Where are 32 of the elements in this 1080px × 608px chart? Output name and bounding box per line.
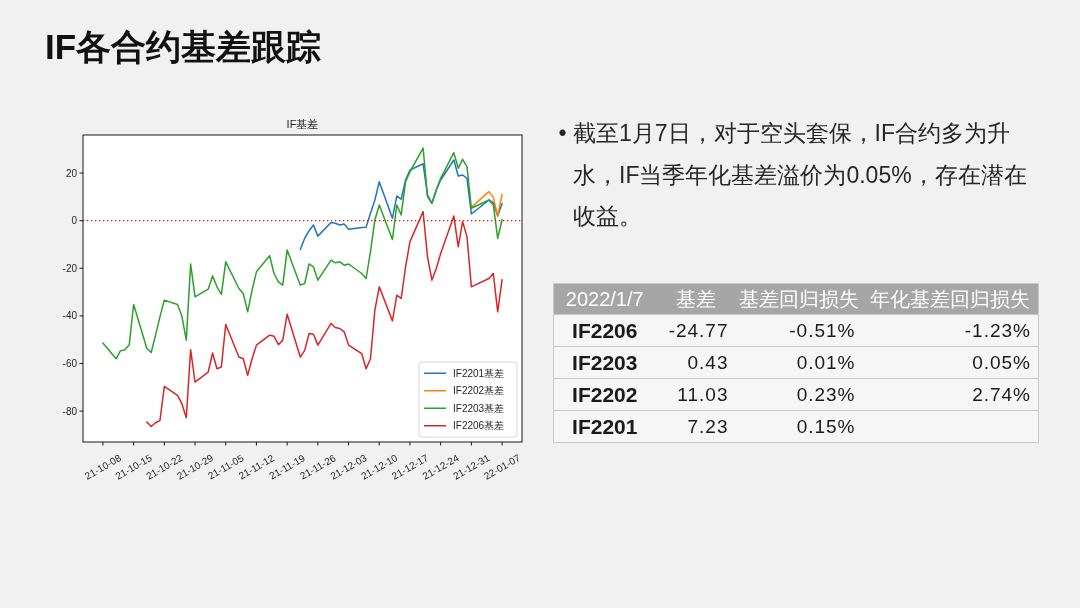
table-header: 2022/1/7	[553, 283, 656, 315]
table-cell: -24.77	[655, 314, 736, 347]
table-cell: 0.01%	[735, 346, 863, 379]
y-tick-label: -20	[62, 262, 77, 274]
legend-label: IF2206基差	[453, 420, 505, 432]
table-cell: 0.05%	[862, 346, 1039, 379]
y-tick-label: 0	[71, 215, 77, 227]
table-cell: 0.23%	[735, 378, 863, 411]
table-cell: 2.74%	[862, 378, 1039, 411]
table-header: 年化基差回归损失	[862, 283, 1039, 315]
chart-title: IF基差	[286, 118, 319, 130]
table-cell: 0.43	[655, 346, 736, 379]
table-row-label: IF2202	[553, 378, 656, 411]
legend-label: IF2201基差	[453, 367, 505, 379]
table-cell: -1.23%	[862, 314, 1039, 347]
bullet-text: • 截至1月7日，对于空头套保，IF合约多为升水，IF当季年化基差溢价为0.05%，存在潜在收益。	[557, 119, 1028, 231]
table-cell: 7.23	[655, 410, 736, 443]
table-cell: 0.15%	[735, 410, 863, 443]
table-row-label: IF2206	[553, 314, 656, 347]
table-header: 基差回归损失	[735, 283, 863, 315]
y-tick-label: -60	[62, 357, 77, 369]
y-tick-label: -40	[62, 310, 77, 322]
y-tick-label: 20	[65, 167, 77, 179]
slide-title: IF各合约基差跟踪	[45, 26, 322, 68]
table-cell: 11.03	[655, 378, 736, 411]
table-row-label: IF2203	[553, 346, 656, 379]
legend-label: IF2202基差	[453, 385, 505, 397]
table-row-label: IF2201	[553, 410, 656, 443]
table-cell: -0.51%	[735, 314, 863, 347]
legend-label: IF2203基差	[453, 402, 505, 414]
table-header: 基差	[655, 283, 736, 315]
y-tick-label: -80	[62, 405, 77, 417]
